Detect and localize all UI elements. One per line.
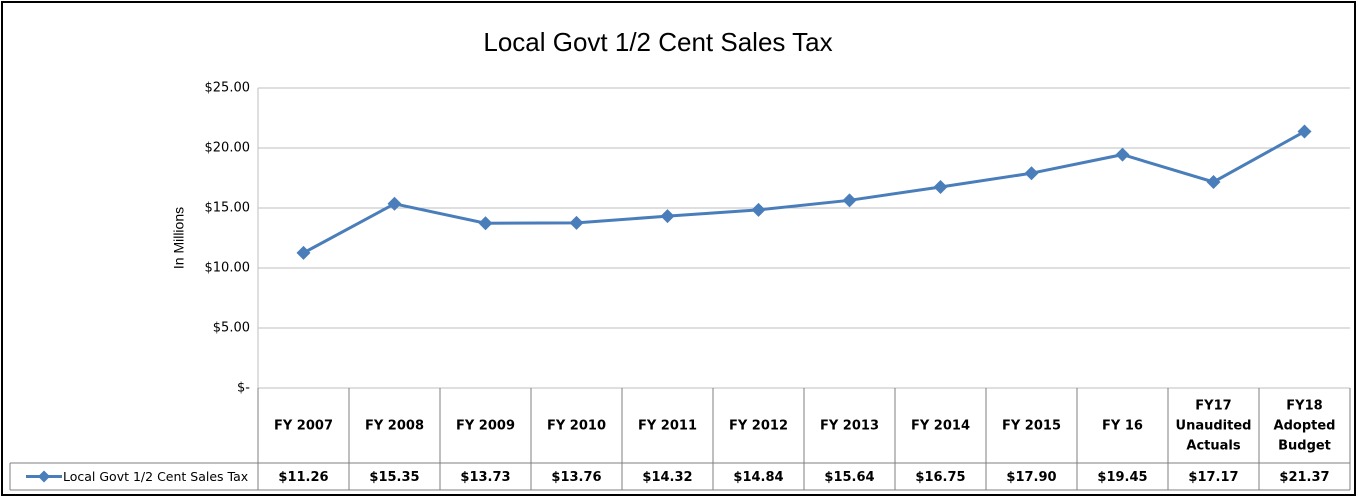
marker	[751, 202, 766, 217]
data-label: $16.75	[915, 470, 965, 485]
marker	[1297, 124, 1312, 139]
legend-marker	[38, 470, 50, 483]
marker	[660, 209, 675, 224]
data-label: $13.73	[460, 470, 510, 485]
data-label: $14.32	[642, 470, 692, 485]
data-label: $15.64	[824, 470, 874, 485]
data-label: $17.90	[1006, 470, 1056, 485]
y-tick-label: $15.00	[205, 201, 251, 216]
data-label: $14.84	[733, 470, 783, 485]
x-tick-label: FY 2009	[456, 418, 515, 433]
data-label: $17.17	[1188, 470, 1238, 485]
marker	[1115, 147, 1130, 162]
y-tick-label: $25.00	[205, 81, 251, 96]
line	[302, 130, 1306, 255]
marker	[569, 215, 584, 230]
x-tick-label: FY 2007	[274, 418, 333, 433]
x-tick-label: FY17 Unaudited Actuals	[1176, 398, 1252, 453]
data-label: $11.26	[278, 470, 328, 485]
marker	[842, 193, 857, 208]
marker	[1206, 174, 1221, 189]
x-tick-label: FY 16	[1102, 418, 1143, 433]
x-tick-label: FY 2008	[365, 418, 424, 433]
data-label: $13.76	[551, 470, 601, 485]
marker	[1024, 166, 1039, 181]
data-label: $19.45	[1097, 470, 1147, 485]
x-tick-label: FY 2011	[638, 418, 697, 433]
legend-label: Local Govt 1/2 Cent Sales Tax	[63, 469, 248, 484]
y-axis-label: In Millions	[171, 207, 187, 269]
y-tick-label: $20.00	[205, 141, 251, 156]
chart-title: Local Govt 1/2 Cent Sales Tax	[483, 27, 832, 57]
marker	[387, 196, 402, 211]
x-tick-label: FY 2013	[820, 418, 879, 433]
marker	[478, 216, 493, 231]
y-tick-label: $-	[237, 381, 250, 396]
x-tick-label: FY 2015	[1002, 418, 1061, 433]
x-tick-label: FY 2012	[729, 418, 788, 433]
x-tick-label: FY 2014	[911, 418, 970, 433]
marker	[933, 180, 948, 194]
y-tick-label: $10.00	[205, 261, 251, 276]
y-tick-label: $5.00	[213, 321, 250, 336]
data-label: $15.35	[369, 470, 419, 485]
x-tick-label: FY 2010	[547, 418, 606, 433]
marker	[296, 245, 311, 260]
x-tick-label: FY18 Adopted Budget	[1274, 398, 1336, 453]
data-label: $21.37	[1279, 470, 1329, 485]
